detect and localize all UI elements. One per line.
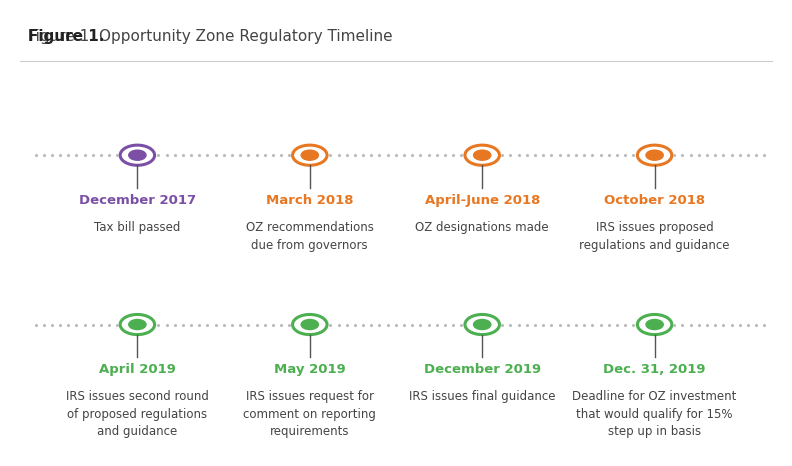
Circle shape [120, 145, 154, 165]
Circle shape [292, 145, 327, 165]
Circle shape [119, 144, 156, 166]
Circle shape [301, 150, 318, 160]
Text: May 2019: May 2019 [274, 363, 345, 376]
Circle shape [465, 315, 500, 335]
Text: December 2017: December 2017 [79, 194, 196, 206]
Text: Figure 1. Opportunity Zone Regulatory Timeline: Figure 1. Opportunity Zone Regulatory Ti… [28, 29, 392, 44]
Circle shape [636, 314, 673, 336]
Circle shape [129, 150, 146, 160]
Circle shape [129, 320, 146, 329]
Text: April 2019: April 2019 [99, 363, 176, 376]
Text: April-June 2018: April-June 2018 [425, 194, 540, 206]
Circle shape [463, 144, 501, 166]
Text: March 2018: March 2018 [266, 194, 353, 206]
Circle shape [291, 314, 329, 336]
Circle shape [291, 144, 329, 166]
Circle shape [119, 314, 156, 336]
Circle shape [636, 144, 673, 166]
Text: Figure 1.: Figure 1. [28, 29, 104, 44]
Circle shape [646, 150, 663, 160]
Text: December 2019: December 2019 [424, 363, 541, 376]
Text: OZ recommendations
due from governors: OZ recommendations due from governors [246, 221, 374, 252]
Text: IRS issues request for
comment on reporting
requirements: IRS issues request for comment on report… [243, 391, 376, 439]
Circle shape [646, 320, 663, 329]
Circle shape [638, 145, 672, 165]
Text: IRS issues final guidance: IRS issues final guidance [409, 391, 555, 404]
Circle shape [292, 315, 327, 335]
Circle shape [120, 315, 154, 335]
Circle shape [474, 150, 491, 160]
Circle shape [638, 315, 672, 335]
Text: October 2018: October 2018 [604, 194, 705, 206]
Circle shape [463, 314, 501, 336]
Text: IRS issues second round
of proposed regulations
and guidance: IRS issues second round of proposed regu… [66, 391, 209, 439]
Text: OZ designations made: OZ designations made [415, 221, 549, 234]
Text: Tax bill passed: Tax bill passed [94, 221, 181, 234]
Circle shape [474, 320, 491, 329]
Text: Dec. 31, 2019: Dec. 31, 2019 [604, 363, 706, 376]
Text: IRS issues proposed
regulations and guidance: IRS issues proposed regulations and guid… [580, 221, 730, 252]
Text: Deadline for OZ investment
that would qualify for 15%
step up in basis: Deadline for OZ investment that would qu… [573, 391, 737, 439]
Circle shape [301, 320, 318, 329]
Circle shape [465, 145, 500, 165]
